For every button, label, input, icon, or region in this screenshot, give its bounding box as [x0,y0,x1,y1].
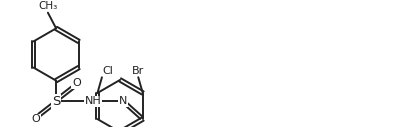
Text: Br: Br [132,66,145,76]
Text: O: O [32,114,40,124]
Text: CH₃: CH₃ [38,1,57,11]
Text: O: O [72,78,81,88]
Text: Cl: Cl [103,66,114,76]
Text: S: S [52,95,60,108]
Text: N: N [119,96,128,106]
Text: NH: NH [85,96,102,106]
